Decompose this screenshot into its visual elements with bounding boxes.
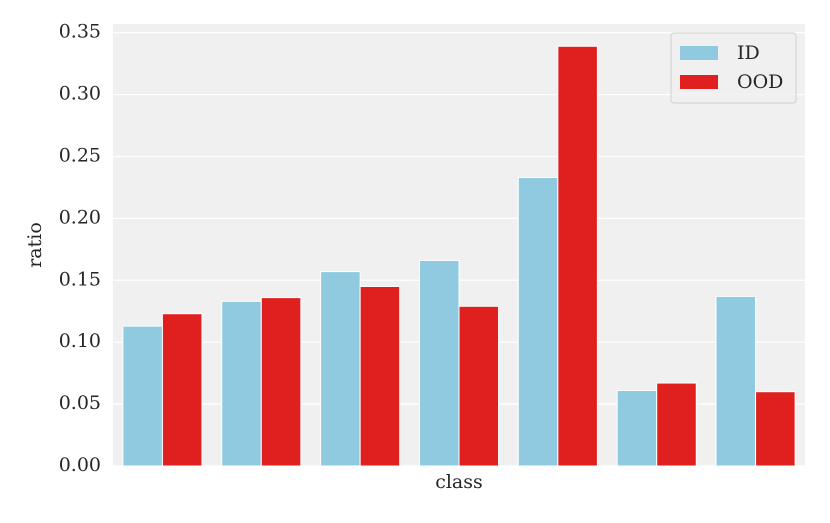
bar xyxy=(418,259,460,467)
legend-swatch xyxy=(680,46,718,60)
y-tick-label: 0.35 xyxy=(59,21,101,43)
y-axis-label: ratio xyxy=(24,222,46,268)
legend-label: ID xyxy=(737,42,760,64)
bar xyxy=(161,313,203,467)
bar xyxy=(616,389,658,467)
legend-swatch xyxy=(680,75,718,89)
legend-label: OOD xyxy=(737,71,783,93)
y-tick-label: 0.20 xyxy=(59,206,101,228)
y-tick-label: 0.15 xyxy=(59,268,101,290)
bar xyxy=(221,300,262,467)
bar xyxy=(715,295,757,467)
bar xyxy=(260,297,302,467)
bar xyxy=(122,325,163,467)
y-tick-label: 0.30 xyxy=(59,83,101,105)
bar xyxy=(359,285,401,467)
bar xyxy=(755,391,796,467)
y-tick-label: 0.10 xyxy=(59,330,101,352)
y-tick-label: 0.05 xyxy=(59,392,101,414)
y-tick-label: 0.25 xyxy=(59,144,101,166)
y-tick-label: 0.00 xyxy=(59,454,101,476)
bar xyxy=(517,177,559,467)
bar xyxy=(557,45,598,467)
bar xyxy=(656,382,697,467)
x-axis-label: class xyxy=(435,471,483,493)
bar xyxy=(320,271,361,467)
bar xyxy=(458,305,500,467)
